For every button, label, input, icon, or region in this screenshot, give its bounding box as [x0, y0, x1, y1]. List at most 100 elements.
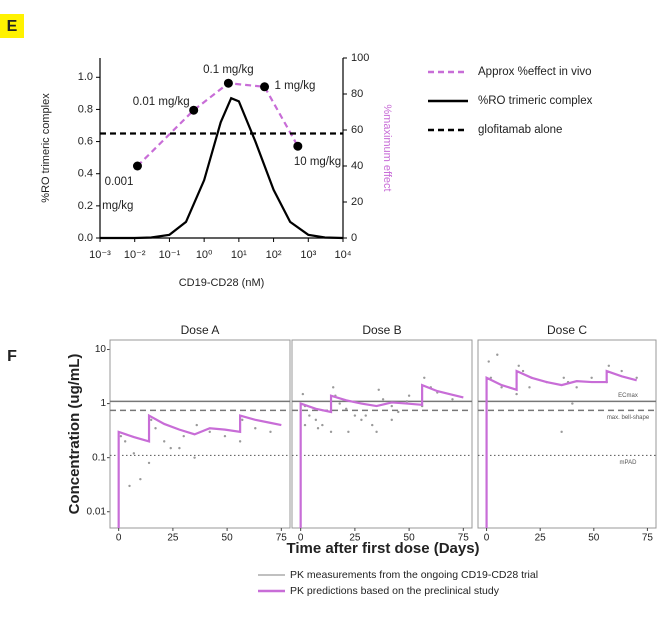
- measurement-point: [147, 461, 151, 465]
- x-tick-label: 50: [222, 533, 234, 544]
- x-tick-label: 50: [404, 533, 416, 544]
- measurement-point: [353, 414, 357, 417]
- reference-label: mPAD: [620, 460, 638, 466]
- x-tick-label: 0: [116, 533, 122, 544]
- facet-title: Dose C: [547, 323, 587, 337]
- measurement-point: [182, 434, 185, 438]
- measurement-point: [128, 484, 131, 488]
- measurement-point: [314, 418, 318, 422]
- measurement-point: [178, 446, 181, 450]
- measurement-point: [500, 386, 503, 389]
- x-tick-label: 0: [484, 533, 490, 544]
- measurement-point: [316, 427, 320, 430]
- x-tick-label: 10³: [300, 249, 316, 261]
- point-label: 0.01 mg/kg: [133, 96, 190, 108]
- measurement-point: [375, 430, 378, 434]
- y-axis-label: Concentration (ug/mL): [66, 354, 83, 515]
- measurement-point: [560, 430, 563, 434]
- measurement-point: [254, 427, 257, 430]
- measurement-point: [521, 369, 525, 373]
- y2-tick-label: 80: [351, 88, 363, 100]
- legend-label: %RO trimeric complex: [478, 95, 593, 107]
- facet-title: Dose B: [362, 323, 401, 337]
- y-axis-label: %RO trimeric complex: [40, 93, 52, 203]
- x-tick-label: 10⁰: [196, 249, 213, 261]
- facet-frame: [477, 339, 657, 529]
- x-tick-label: 75: [642, 533, 654, 544]
- y-tick-label: 0.2: [78, 200, 93, 212]
- legend-label: PK measurements from the ongoing CD19-CD…: [290, 569, 538, 581]
- measurement-point: [515, 392, 518, 396]
- x-tick-label: 10⁻²: [124, 249, 146, 261]
- x-axis-label: CD19-CD28 (nM): [179, 277, 265, 289]
- measurement-point: [321, 423, 324, 427]
- x-tick-label: 25: [167, 533, 179, 544]
- measurement-point: [377, 388, 380, 391]
- measurement-point: [562, 376, 565, 379]
- y2-tick-label: 60: [351, 124, 363, 136]
- measurement-point: [451, 398, 454, 401]
- panel-label: E: [7, 18, 18, 35]
- reference-label: max. bell-shape: [607, 415, 650, 421]
- point-label: mg/kg: [102, 200, 133, 212]
- measurement-point: [150, 418, 153, 422]
- panel-badge: [0, 14, 24, 38]
- y-tick-label: 10: [95, 344, 107, 355]
- y2-tick-label: 40: [351, 160, 363, 172]
- x-tick-label: 75: [276, 533, 288, 544]
- measurement-point: [195, 423, 198, 427]
- legend-label: Approx %effect in vivo: [478, 66, 592, 78]
- measurement-point: [241, 418, 244, 422]
- measurement-point: [528, 386, 531, 389]
- measurement-point: [390, 404, 393, 408]
- measurement-point: [154, 427, 157, 430]
- measurement-point: [308, 414, 311, 417]
- legend-label: PK predictions based on the preclinical …: [290, 585, 500, 597]
- prediction-line: [117, 413, 282, 528]
- facet-title: Dose A: [181, 323, 220, 337]
- measurement-point: [423, 376, 426, 379]
- measurement-point: [301, 392, 305, 396]
- y-tick-label: 0.4: [78, 168, 93, 180]
- point-label: 0.1 mg/kg: [203, 64, 254, 76]
- facet-frame: [291, 339, 473, 529]
- measurement-point: [496, 353, 499, 356]
- y2-tick-label: 0: [351, 232, 357, 244]
- x-axis-label: Time after first dose (Days): [286, 540, 479, 557]
- measurement-point: [360, 418, 363, 422]
- measurement-point: [132, 452, 136, 455]
- measurement-point: [390, 418, 393, 422]
- y-tick-label: 1.0: [78, 71, 93, 83]
- x-tick-label: 50: [588, 533, 600, 544]
- y-tick-label: 0.0: [78, 232, 93, 244]
- x-tick-label: 10⁻¹: [159, 249, 181, 261]
- data-point: [223, 78, 233, 88]
- y2-tick-label: 20: [351, 196, 363, 208]
- panel-label: F: [7, 348, 17, 365]
- x-tick-label: 0: [298, 533, 304, 544]
- measurement-point: [575, 386, 578, 389]
- data-point: [132, 161, 142, 171]
- y-tick-label: 0.1: [92, 452, 106, 463]
- facet-frame: [109, 339, 291, 529]
- measurement-point: [139, 477, 142, 481]
- measurement-point: [193, 456, 196, 459]
- measurement-point: [620, 369, 623, 373]
- measurement-point: [517, 364, 520, 367]
- x-tick-label: 75: [458, 533, 470, 544]
- prediction-line: [299, 383, 464, 528]
- measurement-point: [169, 446, 172, 450]
- axis-frame: [99, 58, 344, 239]
- measurement-point: [123, 440, 127, 443]
- y-tick-label: 0.01: [87, 506, 107, 517]
- x-tick-label: 10¹: [231, 249, 247, 261]
- x-tick-label: 10⁴: [335, 249, 352, 261]
- point-label: 10 mg/kg: [294, 156, 341, 168]
- y2-tick-label: 100: [351, 52, 369, 64]
- legend-label: glofitamab alone: [478, 124, 562, 136]
- measurement-point: [223, 434, 227, 438]
- measurement-point: [405, 400, 409, 403]
- y-tick-label: 1: [100, 398, 106, 409]
- measurement-point: [364, 414, 367, 417]
